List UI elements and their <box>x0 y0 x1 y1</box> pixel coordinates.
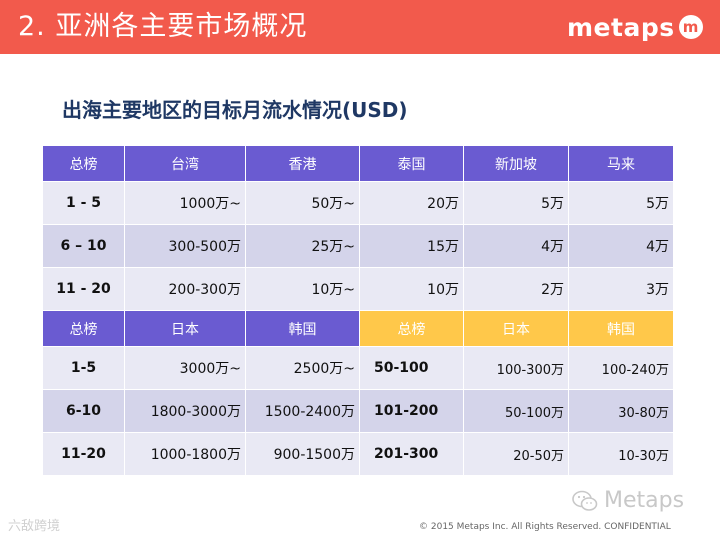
header-cell: 台湾 <box>124 145 246 182</box>
header-cell: 韩国 <box>245 310 360 347</box>
metaps-logo: metaps m <box>567 12 703 42</box>
rank-cell: 1 - 5 <box>42 181 125 225</box>
header-cell: 泰国 <box>359 145 464 182</box>
table-row: 1-5 3000万~ 2500万~ 50-100 100-300万 100-24… <box>42 346 674 390</box>
value-cell: 50-100万 <box>463 389 569 433</box>
value-cell: 900-1500万 <box>245 432 360 476</box>
value-cell: 5万 <box>568 181 674 225</box>
value-cell: 10-30万 <box>568 432 674 476</box>
table-row: 6 – 10 300-500万 25万~ 15万 4万 4万 <box>42 224 674 268</box>
table-row: 11 - 20 200-300万 10万~ 10万 2万 3万 <box>42 267 674 311</box>
logo-mark-icon: m <box>678 15 703 39</box>
rank-cell: 101-200 <box>359 389 464 433</box>
value-cell: 2万 <box>463 267 569 311</box>
rank-cell: 50-100 <box>359 346 464 390</box>
page-title: 2. 亚洲各主要市场概况 <box>18 11 308 42</box>
slide-subtitle: 出海主要地区的目标月流水情况(USD) <box>62 98 408 122</box>
value-cell: 30-80万 <box>568 389 674 433</box>
header-cell: 总榜 <box>359 310 464 347</box>
value-cell: 10万~ <box>245 267 360 311</box>
header-cell: 总榜 <box>42 310 125 347</box>
table-row: 1 - 5 1000万~ 50万~ 20万 5万 5万 <box>42 181 674 225</box>
table-header-row: 总榜 日本 韩国 总榜 日本 韩国 <box>42 310 674 347</box>
value-cell: 200-300万 <box>124 267 246 311</box>
value-cell: 20万 <box>359 181 464 225</box>
value-cell: 1000万~ <box>124 181 246 225</box>
rank-cell: 11 - 20 <box>42 267 125 311</box>
wechat-icon <box>572 490 598 511</box>
value-cell: 3万 <box>568 267 674 311</box>
table-header-row: 总榜 台湾 香港 泰国 新加坡 马来 <box>42 145 674 182</box>
header-cell: 韩国 <box>568 310 674 347</box>
value-cell: 1800-3000万 <box>124 389 246 433</box>
value-cell: 25万~ <box>245 224 360 268</box>
header-cell: 日本 <box>463 310 569 347</box>
header-cell: 总榜 <box>42 145 125 182</box>
value-cell: 4万 <box>568 224 674 268</box>
value-cell: 2500万~ <box>245 346 360 390</box>
revenue-table: 总榜 台湾 香港 泰国 新加坡 马来 1 - 5 1000万~ 50万~ 20万… <box>42 145 674 476</box>
source-watermark: 六敌跨境 <box>8 519 61 534</box>
rank-cell: 11-20 <box>42 432 125 476</box>
value-cell: 1000-1800万 <box>124 432 246 476</box>
table-row: 11-20 1000-1800万 900-1500万 201-300 20-50… <box>42 432 674 476</box>
header-cell: 新加坡 <box>463 145 569 182</box>
value-cell: 3000万~ <box>124 346 246 390</box>
value-cell: 100-300万 <box>463 346 569 390</box>
rank-cell: 201-300 <box>359 432 464 476</box>
logo-text: metaps <box>567 12 675 42</box>
wechat-watermark: Metaps <box>572 488 684 513</box>
value-cell: 50万~ <box>245 181 360 225</box>
value-cell: 5万 <box>463 181 569 225</box>
table-row: 6-10 1800-3000万 1500-2400万 101-200 50-10… <box>42 389 674 433</box>
value-cell: 15万 <box>359 224 464 268</box>
header-bar: 2. 亚洲各主要市场概况 metaps m <box>0 0 720 54</box>
header-cell: 香港 <box>245 145 360 182</box>
rank-cell: 6 – 10 <box>42 224 125 268</box>
value-cell: 4万 <box>463 224 569 268</box>
value-cell: 1500-2400万 <box>245 389 360 433</box>
copyright-footer: © 2015 Metaps Inc. All Rights Reserved. … <box>419 522 671 532</box>
value-cell: 100-240万 <box>568 346 674 390</box>
value-cell: 20-50万 <box>463 432 569 476</box>
header-cell: 马来 <box>568 145 674 182</box>
value-cell: 300-500万 <box>124 224 246 268</box>
rank-cell: 1-5 <box>42 346 125 390</box>
rank-cell: 6-10 <box>42 389 125 433</box>
wechat-label: Metaps <box>604 488 685 513</box>
value-cell: 10万 <box>359 267 464 311</box>
header-cell: 日本 <box>124 310 246 347</box>
